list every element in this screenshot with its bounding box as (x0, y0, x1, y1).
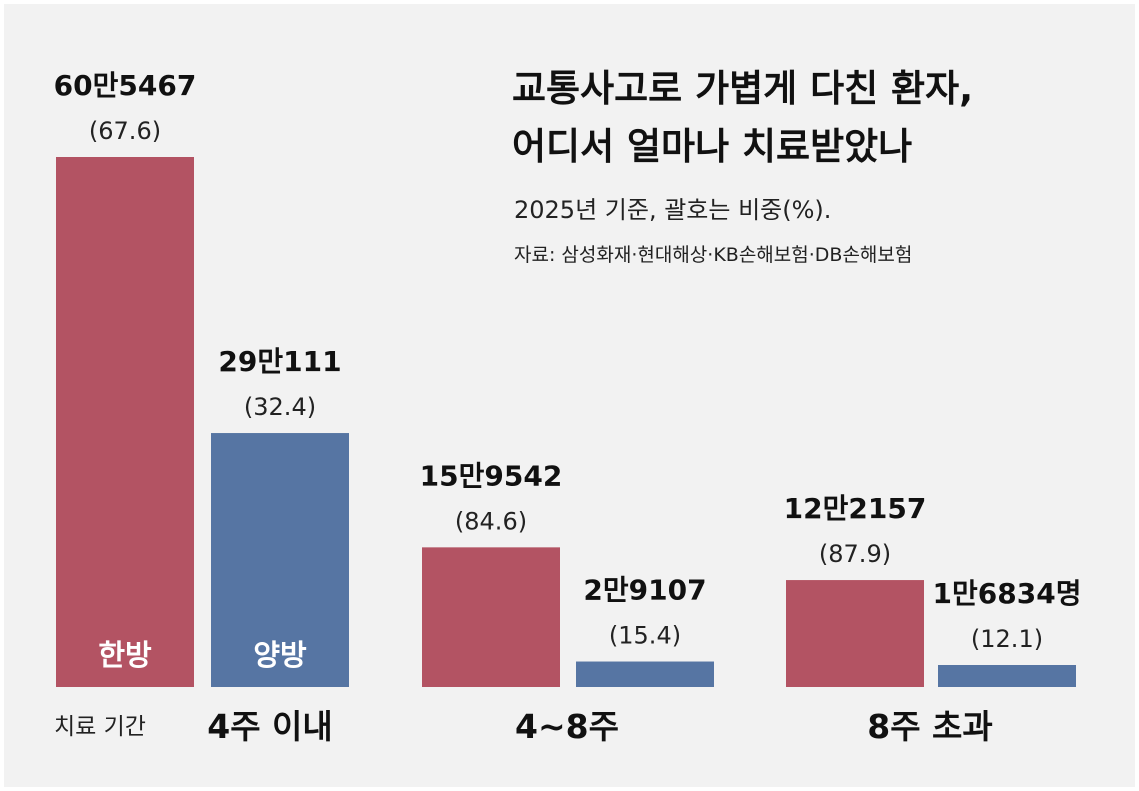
bar-oriental-2 (786, 580, 924, 687)
category-label-over8weeks: 8주 초과 (867, 707, 993, 746)
category-label-4to8weeks: 4~8주 (515, 707, 619, 746)
bar-oriental-1 (422, 547, 560, 687)
share-label: (12.1) (971, 625, 1043, 653)
value-label: 60만5467 (54, 69, 197, 102)
value-label: 29만111 (218, 345, 341, 378)
category-label-4weeks: 4주 이내 (207, 707, 333, 746)
share-label: (67.6) (89, 117, 161, 145)
bar-western-1 (576, 661, 714, 687)
x-axis-name: 치료 기간 (54, 714, 146, 740)
bar-western-2 (938, 665, 1076, 687)
value-label: 1만6834명 (933, 577, 1082, 610)
value-label: 12만2157 (784, 492, 927, 525)
share-label: (15.4) (609, 622, 681, 650)
chart-title: 교통사고로 가볍게 다친 환자, 어디서 얼마나 치료받았나 (512, 60, 1122, 176)
chart-subtitle: 2025년 기준, 괄호는 비중(%). (514, 196, 832, 224)
title-line-1: 교통사고로 가볍게 다친 환자, (512, 67, 974, 110)
bar-western-0 (211, 433, 349, 687)
series-name-label: 한방 (98, 638, 152, 672)
share-label: (84.6) (455, 507, 527, 535)
title-line-2: 어디서 얼마나 치료받았나 (512, 125, 913, 168)
series-name-label: 양방 (253, 638, 307, 672)
chart-source: 자료: 삼성화재·현대해상·KB손해보험·DB손해보험 (514, 244, 913, 266)
value-label: 2만9107 (583, 574, 706, 607)
value-label: 15만9542 (420, 459, 563, 492)
share-label: (32.4) (244, 393, 316, 421)
bar-oriental-0 (56, 157, 194, 687)
share-label: (87.9) (819, 540, 891, 568)
